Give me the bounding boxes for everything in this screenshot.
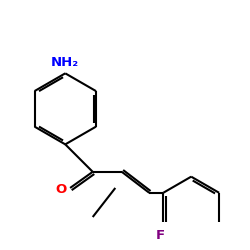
Text: O: O [55,183,66,196]
Text: NH₂: NH₂ [51,56,79,70]
Text: F: F [156,229,164,242]
